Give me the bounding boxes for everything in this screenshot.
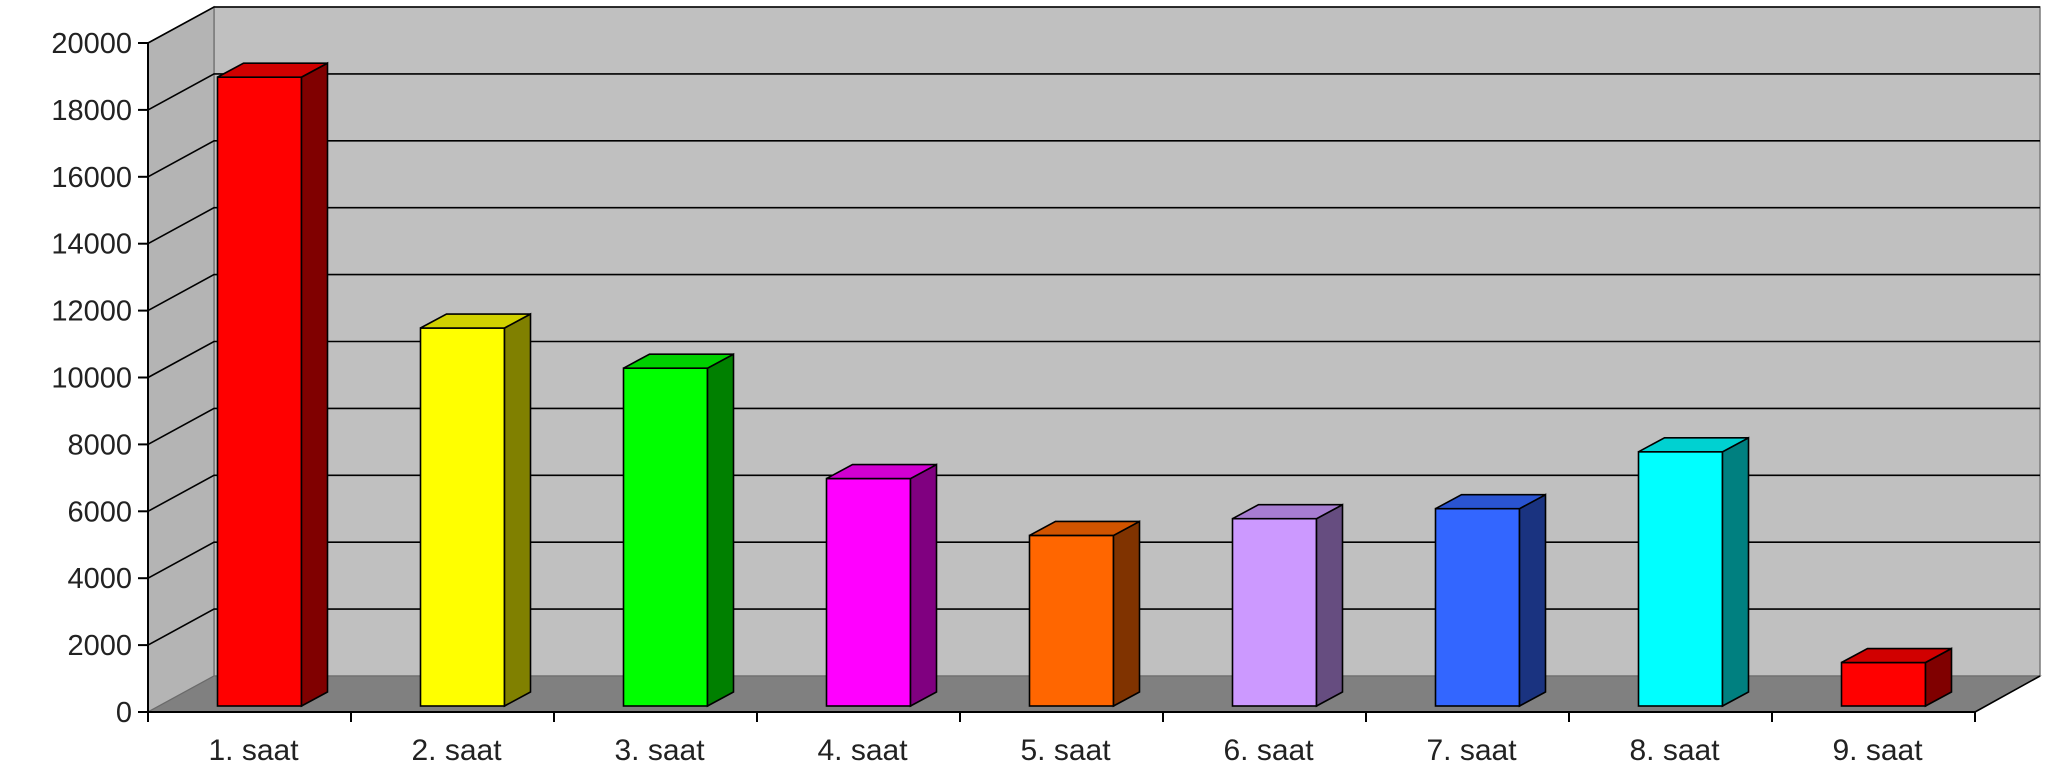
- bar-6: [1231, 503, 1344, 708]
- bar-4: [825, 463, 938, 708]
- y-tick-labels: 0 2000 4000 6000 8000 10000 12000 14000 16000 180…: [51, 28, 132, 729]
- y-tick-label: 8000: [67, 429, 132, 461]
- y-tick-label: 6000: [67, 496, 132, 528]
- bar-8: [1637, 436, 1750, 708]
- gridline: [147, 474, 2040, 513]
- floor-edge: [1974, 675, 2041, 713]
- bar-front: [1840, 661, 1927, 707]
- x-tick-label: 6. saat: [1223, 734, 1314, 767]
- bar-side: [909, 463, 938, 708]
- bar-front: [1231, 517, 1318, 707]
- bar-front: [1637, 450, 1724, 707]
- x-tick-label: 8. saat: [1629, 734, 1720, 767]
- gridline: [147, 340, 2040, 379]
- bar-top: [1029, 520, 1140, 537]
- bar-5: [1028, 520, 1141, 708]
- y-tick-label: 20000: [51, 28, 132, 60]
- x-tick-label: 7. saat: [1426, 734, 1517, 767]
- bars: [216, 61, 1953, 708]
- y-tick-label: 10000: [51, 363, 132, 395]
- bar-top: [826, 463, 937, 480]
- gridline: [147, 73, 2040, 111]
- bar-1: [216, 61, 329, 708]
- x-tick-label: 1. saat: [208, 734, 299, 767]
- bar-front: [825, 477, 912, 707]
- bar-front: [216, 76, 303, 707]
- axes: [138, 42, 2041, 722]
- y-tick-label: 2000: [67, 630, 132, 662]
- bar-2: [419, 312, 532, 708]
- bar-top: [1638, 436, 1749, 453]
- bar-side: [1112, 520, 1141, 708]
- bar-top: [1435, 493, 1546, 510]
- x-tick-label: 9. saat: [1832, 734, 1923, 767]
- gridline: [147, 140, 2040, 178]
- gridline: [147, 541, 2040, 579]
- bar-3: [622, 352, 735, 708]
- bar-front: [1028, 534, 1115, 707]
- bar-top: [1232, 503, 1343, 520]
- bar-side: [503, 312, 532, 708]
- bar-9: [1840, 647, 1953, 708]
- bar-top: [1841, 647, 1952, 664]
- gridline: [147, 6, 2040, 44]
- bar-side: [706, 352, 735, 708]
- x-tick-label: 5. saat: [1020, 734, 1111, 767]
- gridline: [147, 206, 2040, 245]
- bar-side: [300, 61, 329, 708]
- bar-side: [1518, 493, 1547, 708]
- gridline: [147, 273, 2040, 312]
- y-tick-label: 4000: [67, 563, 132, 595]
- y-tick-label: 12000: [51, 296, 132, 328]
- y-tick-label: 18000: [51, 95, 132, 127]
- bar-front: [1434, 507, 1521, 707]
- bar-7: [1434, 493, 1547, 708]
- x-tick-label: 4. saat: [817, 734, 908, 767]
- bar-top: [217, 62, 328, 78]
- bar-side: [1315, 503, 1344, 708]
- x-tick-label: 2. saat: [411, 734, 502, 767]
- bar-top: [623, 353, 734, 369]
- gridlines: [147, 6, 2040, 646]
- bar-side: [1721, 436, 1750, 708]
- y-tick-label: 16000: [51, 162, 132, 194]
- gridline: [147, 407, 2040, 446]
- x-tick-labels: 1. saat 2. saat 3. saat 4. saat 5. saat 6. sa…: [208, 734, 1923, 767]
- gridline: [147, 608, 2040, 646]
- bar-top: [420, 313, 531, 329]
- x-tick-label: 3. saat: [614, 734, 705, 767]
- y-tick-label: 0: [116, 697, 132, 729]
- y-tick-label: 14000: [51, 229, 132, 261]
- bar-front: [419, 327, 506, 707]
- bar-front: [622, 367, 709, 707]
